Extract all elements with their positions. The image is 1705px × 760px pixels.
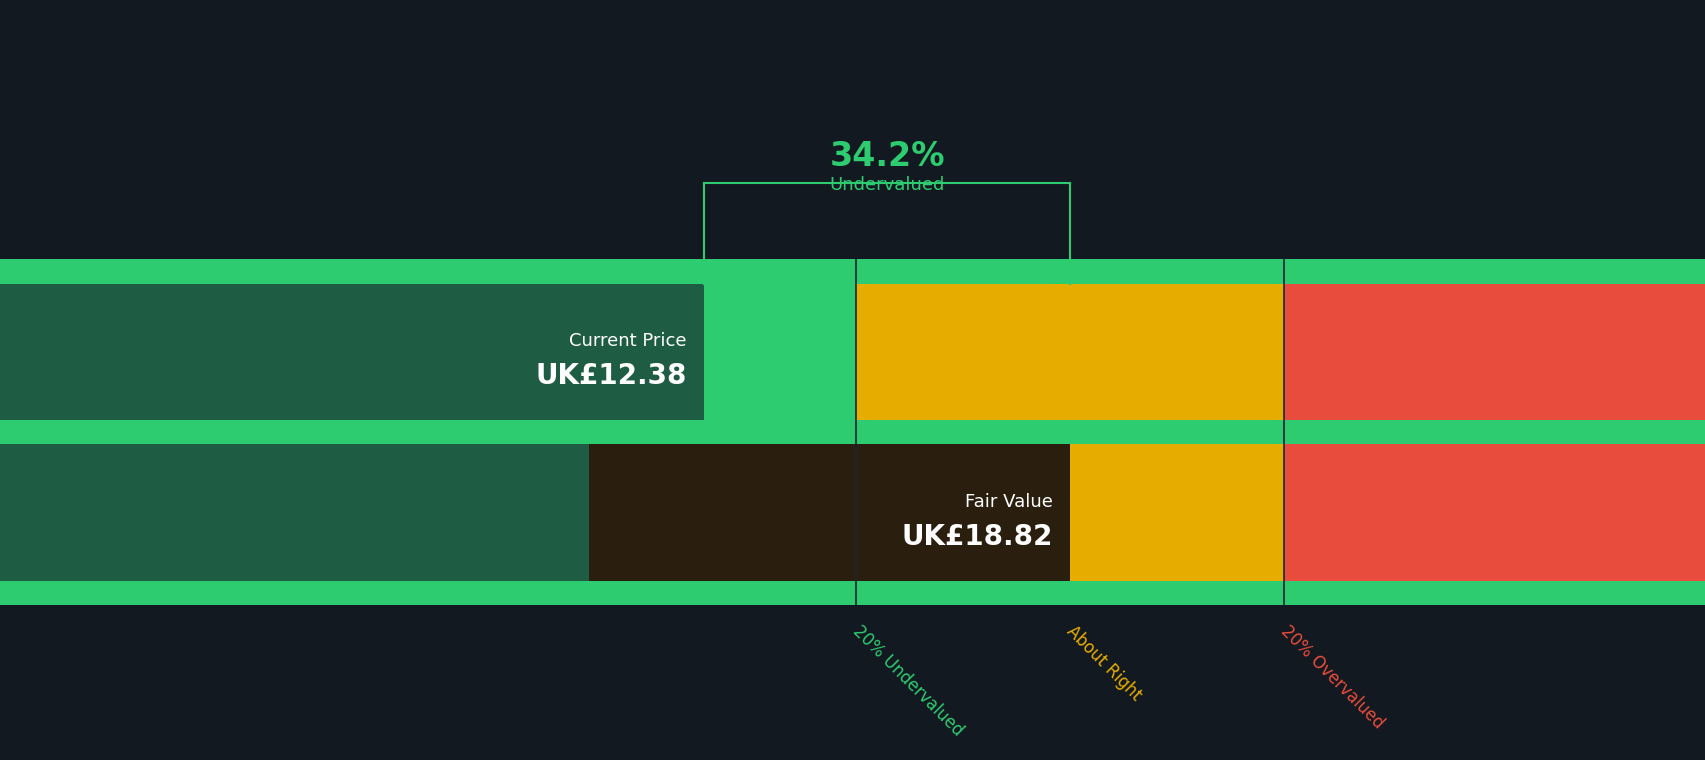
Bar xyxy=(0,581,1705,605)
Text: 20% Overvalued: 20% Overvalued xyxy=(1277,622,1386,733)
Bar xyxy=(0,283,704,420)
Text: UK£12.38: UK£12.38 xyxy=(535,363,687,391)
Text: Undervalued: Undervalued xyxy=(829,176,945,195)
Text: Current Price: Current Price xyxy=(569,332,687,350)
Bar xyxy=(1284,283,1705,420)
Bar xyxy=(856,283,1284,420)
Bar xyxy=(856,445,1284,581)
Text: 20% Undervalued: 20% Undervalued xyxy=(849,622,967,740)
Bar xyxy=(0,445,856,581)
Bar xyxy=(0,420,1705,445)
Text: About Right: About Right xyxy=(1062,622,1144,705)
Bar xyxy=(0,259,1705,283)
Text: 34.2%: 34.2% xyxy=(829,140,945,173)
Bar xyxy=(1284,445,1705,581)
Bar xyxy=(704,283,856,420)
Bar xyxy=(155,283,704,420)
Text: UK£18.82: UK£18.82 xyxy=(902,523,1052,551)
Bar xyxy=(588,445,1069,581)
Text: Fair Value: Fair Value xyxy=(965,492,1052,511)
